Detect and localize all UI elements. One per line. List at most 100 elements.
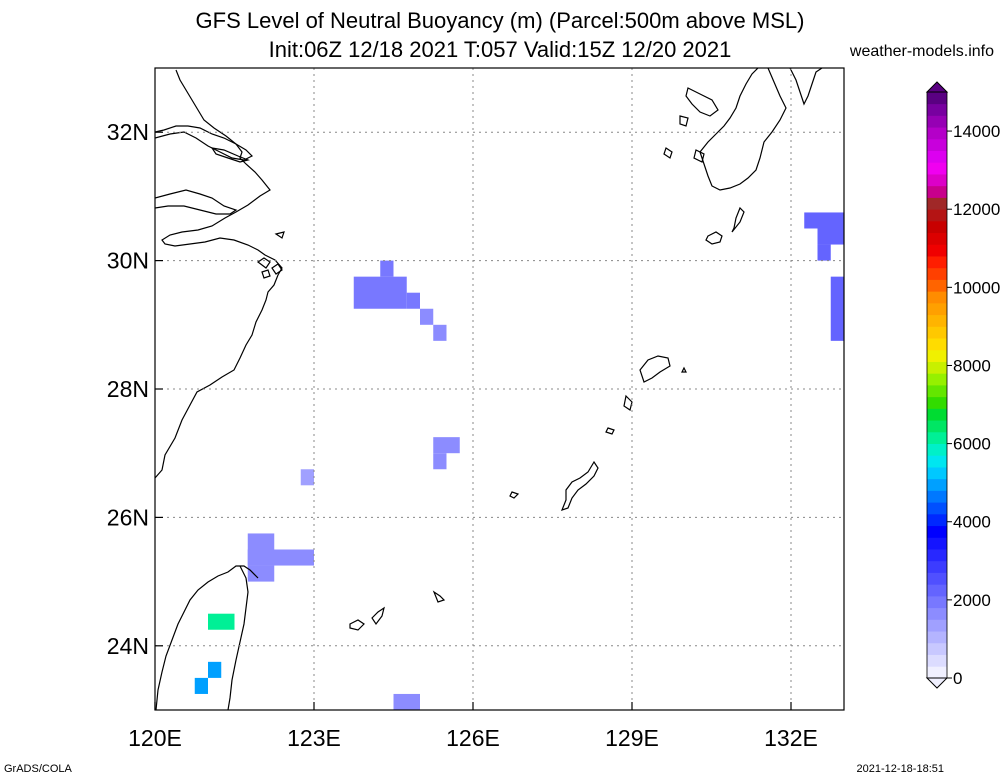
colorbar-label: 8000	[953, 356, 991, 375]
heatmap-cell	[817, 244, 831, 261]
colorbar-segment	[927, 607, 947, 620]
heatmap-cell	[406, 292, 420, 309]
coastlines	[155, 68, 823, 710]
colorbar-segment	[927, 373, 947, 386]
colorbar-segment	[927, 338, 947, 351]
colorbar-segment	[927, 127, 947, 140]
colorbar-segment	[927, 560, 947, 573]
footer-left: GrADS/COLA	[4, 763, 72, 775]
lon-tick-label: 120E	[128, 725, 182, 751]
colorbar-segment	[927, 185, 947, 198]
lon-tick-label: 129E	[605, 725, 659, 751]
colorbar-segment	[927, 666, 947, 679]
site-label: weather-models.info	[849, 43, 994, 60]
heatmap-cell	[208, 613, 235, 630]
colorbar-segment	[927, 385, 947, 398]
colorbar-segment	[927, 138, 947, 151]
colorbar-label: 14000	[953, 122, 1000, 141]
heatmap-cell	[380, 260, 394, 277]
heatmap-cell	[353, 276, 407, 309]
colorbar-segment	[927, 642, 947, 655]
colorbar-segment	[927, 361, 947, 374]
zhoushan-islands	[256, 231, 285, 279]
heatmap-cell	[817, 228, 844, 245]
lon-tick-label: 123E	[287, 725, 341, 751]
heatmap-cell	[433, 324, 447, 341]
colorbar-segment	[927, 455, 947, 468]
colorbar-segment	[927, 420, 947, 433]
heatmap-cell	[420, 308, 434, 325]
colorbar-segment	[927, 162, 947, 175]
colorbar-segment	[927, 349, 947, 362]
colorbar-segment	[927, 490, 947, 503]
colorbar-segment	[927, 209, 947, 222]
heatmap-cell	[433, 453, 447, 470]
amakusa	[679, 87, 719, 127]
colorbar-segment	[927, 197, 947, 210]
colorbar-segment	[927, 244, 947, 257]
heatmap-cells	[194, 212, 844, 710]
colorbar: 0 2000 4000 6000 8000 10000 12000 14000	[925, 81, 1000, 689]
heatmap-cell	[194, 677, 208, 694]
colorbar-label: 4000	[953, 513, 991, 532]
lon-tick-label: 126E	[446, 725, 500, 751]
colorbar-segment	[927, 525, 947, 538]
colorbar-segment	[927, 584, 947, 597]
yangtze-bank	[155, 125, 254, 161]
colorbar-segment	[927, 220, 947, 234]
colorbar-segment	[927, 631, 947, 644]
chart-title: GFS Level of Neutral Buoyancy (m) (Parce…	[195, 8, 805, 33]
koshiki-islands	[663, 147, 705, 163]
heatmap-cell	[247, 549, 314, 566]
axes: 120E 123E 126E 129E 132E 24N 26N 28N 30N 32N	[107, 119, 818, 751]
colorbar-segment	[927, 654, 947, 667]
colorbar-segment	[927, 92, 947, 105]
nansei-islands-b	[605, 394, 633, 435]
footer-right: 2021-12-18-18:51	[856, 763, 944, 775]
colorbar-segment	[927, 232, 947, 245]
heatmap-cell	[804, 212, 844, 229]
taiwan-coastline	[155, 565, 259, 710]
grid-lines	[155, 68, 844, 710]
kyushu-east	[789, 68, 823, 106]
colorbar-segment	[927, 431, 947, 444]
heatmap-cell	[247, 565, 275, 582]
colorbar-segment	[927, 115, 947, 128]
heatmap-cell	[433, 437, 460, 454]
colorbar-segment	[927, 326, 947, 339]
lat-tick-label: 28N	[107, 376, 149, 402]
colorbar-label: 10000	[953, 278, 1000, 297]
kyushu-coastline	[699, 68, 787, 191]
colorbar-segment	[927, 291, 947, 304]
tanegashima	[731, 206, 745, 233]
colorbar-segment	[927, 103, 947, 116]
colorbar-segment	[927, 150, 947, 163]
lon-tick-label: 132E	[764, 725, 818, 751]
heatmap-cell	[208, 661, 222, 678]
colorbar-segment	[927, 537, 947, 550]
yakushima	[705, 231, 723, 245]
heatmap-cell	[300, 469, 314, 486]
colorbar-segment	[927, 302, 947, 316]
colorbar-frame	[926, 91, 948, 679]
heatmap-cell	[830, 276, 844, 341]
colorbar-segment	[927, 619, 947, 632]
colorbar-label: 2000	[953, 591, 991, 610]
hangzhou-bay	[155, 189, 238, 215]
colorbar-segment	[927, 549, 947, 562]
colorbar-label: 6000	[953, 435, 991, 454]
chart-subtitle: Init:06Z 12/18 2021 T:057 Valid:15Z 12/2…	[268, 37, 732, 62]
lat-tick-label: 30N	[107, 248, 149, 274]
colorbar-segment	[927, 467, 947, 480]
colorbar-segment	[927, 174, 947, 187]
colorbar-segment	[927, 502, 947, 515]
colorbar-segment	[927, 396, 947, 409]
colorbar-segment	[927, 408, 947, 421]
sakishima	[349, 590, 446, 631]
lat-tick-label: 26N	[107, 504, 149, 530]
china-coastline	[155, 69, 283, 479]
heatmap-cell	[393, 693, 420, 710]
colorbar-segment	[927, 279, 947, 292]
chongming-island	[210, 147, 250, 163]
colorbar-segment	[927, 572, 947, 585]
